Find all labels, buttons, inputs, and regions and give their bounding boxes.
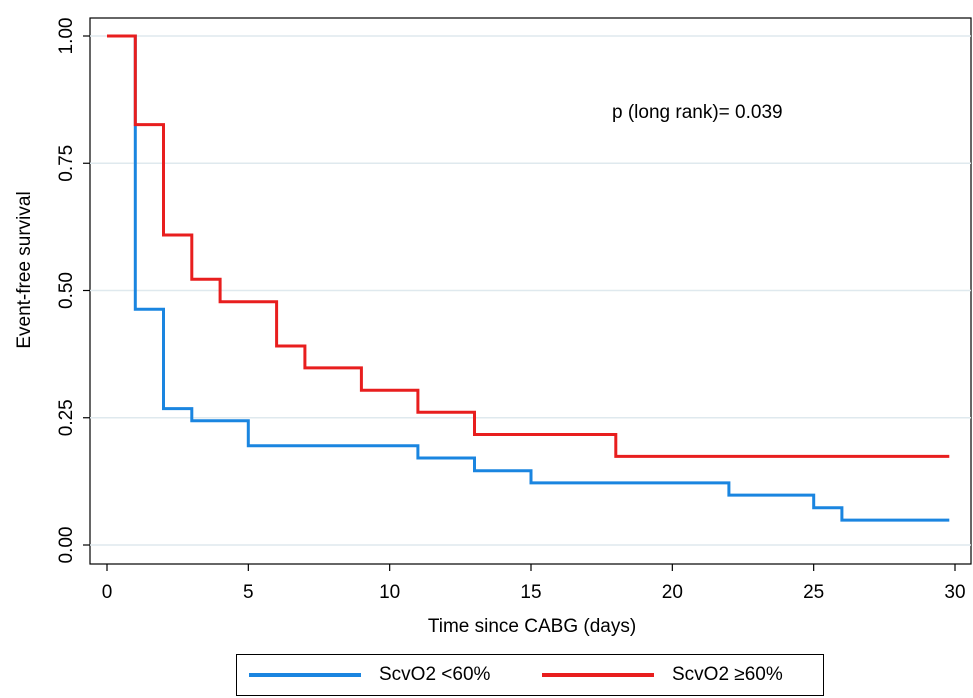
series-line-0	[107, 34, 950, 522]
p-value-annotation: p (long rank)= 0.039	[612, 102, 783, 123]
km-chart: 0.00 0.25 0.50 0.75 1.00 0 5 10 15 20 25 30 p (long…	[14, 17, 972, 637]
series-lines	[107, 34, 950, 522]
x-tick-label: 25	[803, 582, 824, 603]
y-tick-label: 0.00	[56, 527, 77, 564]
legend-item-high: ScvO2 ≥60%	[542, 655, 783, 695]
x-tick-label: 5	[243, 582, 254, 603]
y-tick-label: 1.00	[56, 18, 77, 55]
legend-label-high: ScvO2 ≥60%	[672, 664, 783, 685]
legend-item-low: ScvO2 <60%	[249, 655, 490, 695]
series-line-1	[107, 34, 950, 458]
y-axis-title: Event-free survival	[14, 191, 35, 348]
x-tick-label: 30	[944, 582, 965, 603]
legend-swatch-high	[542, 673, 654, 677]
axes: 0.00 0.25 0.50 0.75 1.00 0 5 10 15 20 25 30	[56, 18, 966, 603]
gridlines	[90, 35, 971, 546]
legend: ScvO2 <60% ScvO2 ≥60%	[236, 654, 824, 696]
legend-swatch-low	[249, 673, 361, 677]
x-tick-label: 0	[102, 582, 113, 603]
y-tick-label: 0.75	[56, 145, 77, 182]
x-tick-label: 10	[379, 582, 400, 603]
x-tick-label: 15	[520, 582, 541, 603]
legend-label-low: ScvO2 <60%	[379, 664, 491, 685]
y-tick-label: 0.50	[56, 272, 77, 309]
y-tick-label: 0.25	[56, 399, 77, 436]
x-axis-title: Time since CABG (days)	[428, 616, 636, 637]
x-tick-label: 20	[662, 582, 683, 603]
